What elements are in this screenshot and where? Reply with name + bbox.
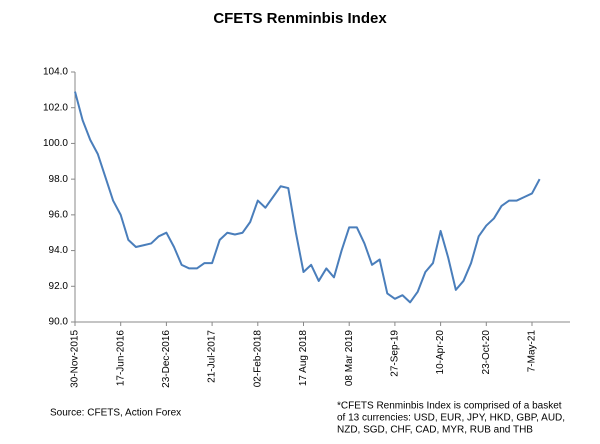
x-tick-label: 27-Sep-19: [390, 330, 401, 377]
y-tick-label: 90.0: [49, 317, 69, 328]
x-tick-label: 7-May-21: [527, 330, 538, 373]
y-tick-label: 96.0: [49, 209, 69, 220]
chart-title: CFETS Renminbis Index: [213, 10, 387, 27]
y-tick-label: 100.0: [43, 138, 68, 149]
note: of 13 currencies: USD, EUR, JPY, HKD, GB…: [337, 413, 565, 424]
note: *CFETS Renminbis Index is comprised of a…: [337, 401, 562, 412]
series-line: [74, 91, 541, 304]
x-tick-label: 17-Jun-2016: [115, 330, 126, 387]
x-tick-label: 10-Apr-20: [435, 330, 446, 375]
x-tick-label: 23-Dec-2016: [161, 330, 172, 388]
x-tick-label: 17 Aug 2018: [298, 330, 309, 387]
x-tick-label: 23-Oct-20: [481, 330, 492, 375]
y-tick-label: 92.0: [49, 281, 69, 292]
x-tick-label: 02-Feb-2018: [252, 330, 263, 388]
x-tick-label: 21-Jul-2017: [207, 330, 218, 383]
y-tick-label: 98.0: [49, 174, 69, 185]
y-tick-label: 104.0: [43, 67, 68, 78]
y-tick-label: 102.0: [43, 102, 68, 113]
x-tick-label: 30-Nov-2015: [70, 330, 81, 388]
y-tick-label: 94.0: [49, 245, 69, 256]
x-tick-label: 08 Mar 2019: [344, 330, 355, 387]
source: Source: CFETS, Action Forex: [50, 408, 181, 419]
note: NZD, SGD, CHF, CAD, MYR, RUB and THB: [337, 425, 533, 436]
